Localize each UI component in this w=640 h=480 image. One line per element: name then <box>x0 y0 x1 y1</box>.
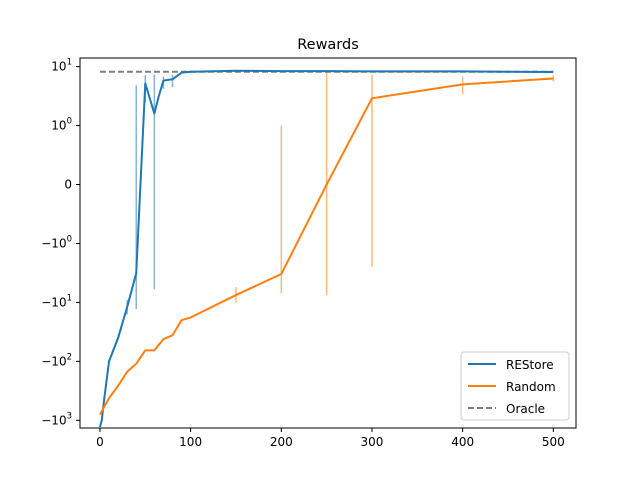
legend: REStore Random Oracle <box>460 351 570 421</box>
x-axis: 0 100 200 300 400 500 <box>96 428 565 449</box>
x-tick-label: 500 <box>542 435 565 449</box>
chart-title: Rewards <box>297 37 359 53</box>
series-line-random <box>99 77 554 416</box>
x-tick-label: 400 <box>451 435 474 449</box>
y-tick-label: −101 <box>41 293 72 309</box>
y-tick-label: −102 <box>41 352 72 368</box>
x-tick-label: 300 <box>361 435 384 449</box>
y-tick-label: −100 <box>41 234 72 250</box>
x-tick-label: 100 <box>179 435 202 449</box>
legend-label-random: Random <box>506 380 556 394</box>
y-tick-label: 100 <box>51 117 72 133</box>
y-axis: −103 −102 −101 −100 0 100 101 <box>41 58 80 427</box>
legend-box <box>460 351 570 421</box>
y-tick-label: 101 <box>51 58 72 74</box>
legend-label-oracle: Oracle <box>506 402 545 416</box>
x-tick-label: 200 <box>270 435 293 449</box>
y-tick-label: 0 <box>64 178 72 192</box>
series-line-restore <box>98 69 554 428</box>
series-layer <box>98 69 555 428</box>
x-tick-label: 0 <box>96 435 104 449</box>
y-tick-label: −103 <box>41 411 72 427</box>
legend-label-restore: REStore <box>506 358 554 372</box>
